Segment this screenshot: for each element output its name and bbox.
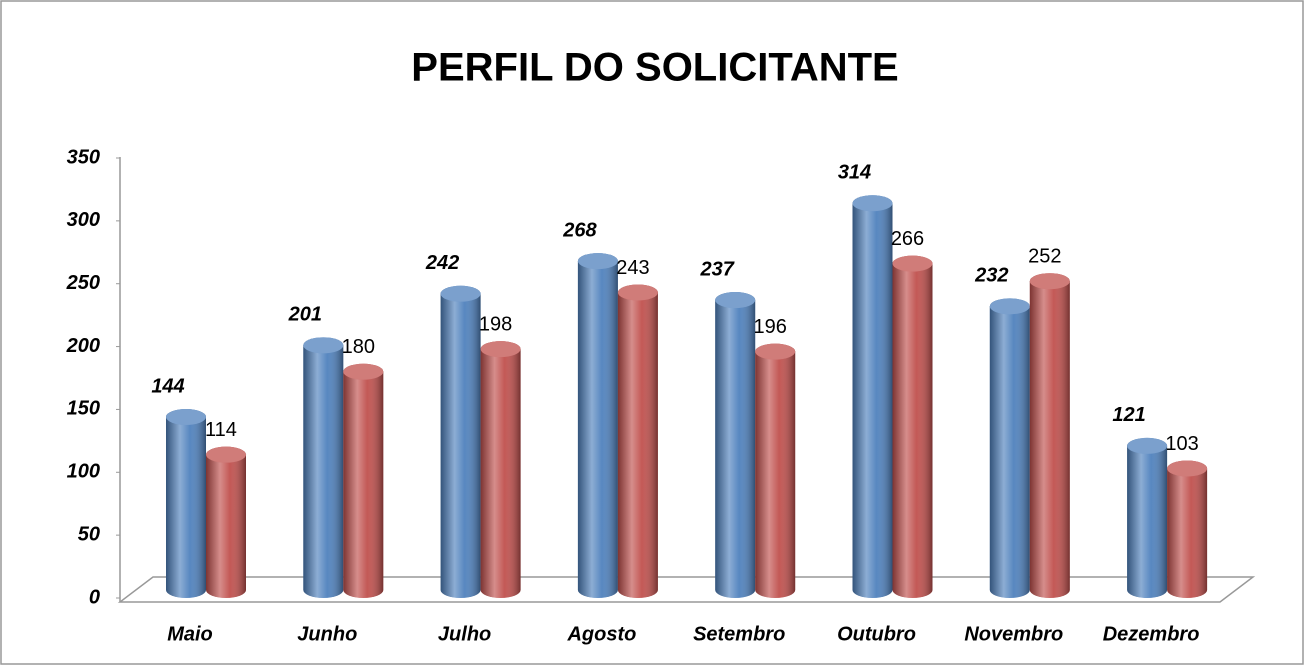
bar-shade [1029, 273, 1070, 598]
x-tick-label: Outubro [837, 623, 916, 645]
bar-shade [166, 408, 206, 598]
bar-cap-light [715, 292, 756, 309]
bar-cap-light [1167, 460, 1208, 477]
data-label: 242 [425, 252, 459, 274]
bar-cap-light [166, 408, 206, 425]
bar-cap [1029, 273, 1070, 290]
bar-cap [166, 408, 206, 425]
bar-cap [852, 195, 893, 212]
x-tick-label: Novembro [964, 623, 1063, 645]
data-label: 114 [205, 419, 237, 441]
x-tick-label: Junho [297, 623, 357, 645]
data-label: 314 [838, 162, 871, 184]
bar-shade [755, 343, 796, 598]
bar-cap [617, 284, 658, 301]
data-label: 232 [974, 265, 1008, 287]
bar-cap-light [755, 343, 796, 360]
data-label: 266 [891, 228, 924, 250]
data-label: 268 [562, 219, 597, 241]
bar-cap [1167, 460, 1208, 477]
bar-cap [206, 446, 246, 463]
bar-cap-light [1029, 273, 1070, 290]
bar-cap [303, 337, 344, 354]
bar-cap-light [480, 341, 521, 358]
bar-cap [715, 292, 756, 309]
data-label: 180 [342, 336, 375, 358]
bar-shade [343, 363, 384, 598]
data-label: 252 [1028, 245, 1061, 267]
bar-shade [852, 195, 893, 598]
bar-cap [755, 343, 796, 360]
y-tick-label: 350 [67, 146, 100, 168]
bar-cap-light [989, 298, 1030, 315]
y-tick-label: 150 [67, 398, 100, 420]
data-label: 237 [700, 258, 735, 280]
bar-cap-light [852, 195, 893, 212]
y-tick-label: 100 [67, 461, 100, 483]
y-tick-label: 300 [67, 209, 100, 231]
bar-cap [440, 285, 481, 302]
bar-cap-light [303, 337, 344, 354]
y-tick-label: 250 [66, 272, 100, 294]
bar-shade [892, 255, 933, 598]
bar-cap [1127, 437, 1168, 454]
data-label: 198 [479, 313, 512, 335]
bar-cap-light [577, 253, 618, 270]
x-tick-label: Maio [167, 623, 213, 645]
bar-cap-light [440, 285, 481, 302]
y-tick-label: 200 [66, 335, 100, 357]
bar-cap [480, 341, 521, 358]
data-label: 144 [151, 375, 184, 397]
bar-shade [206, 446, 246, 598]
x-tick-label: Julho [438, 623, 491, 645]
bar-shade [989, 298, 1030, 598]
bar-cap [577, 253, 618, 270]
bar-cap-light [343, 363, 384, 380]
y-tick-label: 0 [89, 586, 100, 608]
bar-shade [480, 341, 521, 598]
bar-cap [343, 363, 384, 380]
bar-cap-light [892, 255, 933, 272]
x-tick-label: Agosto [566, 623, 636, 645]
bar-shade [715, 292, 756, 598]
bar-cap-light [1127, 437, 1168, 454]
floor [117, 576, 1256, 603]
x-tick-label: Dezembro [1103, 623, 1200, 645]
data-label: 243 [616, 257, 649, 279]
data-label: 201 [288, 304, 322, 326]
bar-shade [303, 337, 344, 598]
bar-shade [440, 285, 481, 598]
bar-cap [892, 255, 933, 272]
chart-title: PERFIL DO SOLICITANTE [411, 46, 898, 90]
y-tick-label: 50 [78, 523, 100, 545]
data-label: 196 [754, 316, 787, 338]
bar-shade [577, 253, 618, 598]
data-label: 103 [1165, 433, 1198, 455]
bar-shade [617, 284, 658, 598]
bar-cap-light [206, 446, 246, 463]
bar-shade [1167, 460, 1208, 598]
bar-cap [989, 298, 1030, 315]
bar-cap-light [617, 284, 658, 301]
x-tick-label: Setembro [693, 623, 785, 645]
bar-shade [1127, 437, 1168, 598]
data-label: 121 [1112, 404, 1145, 426]
